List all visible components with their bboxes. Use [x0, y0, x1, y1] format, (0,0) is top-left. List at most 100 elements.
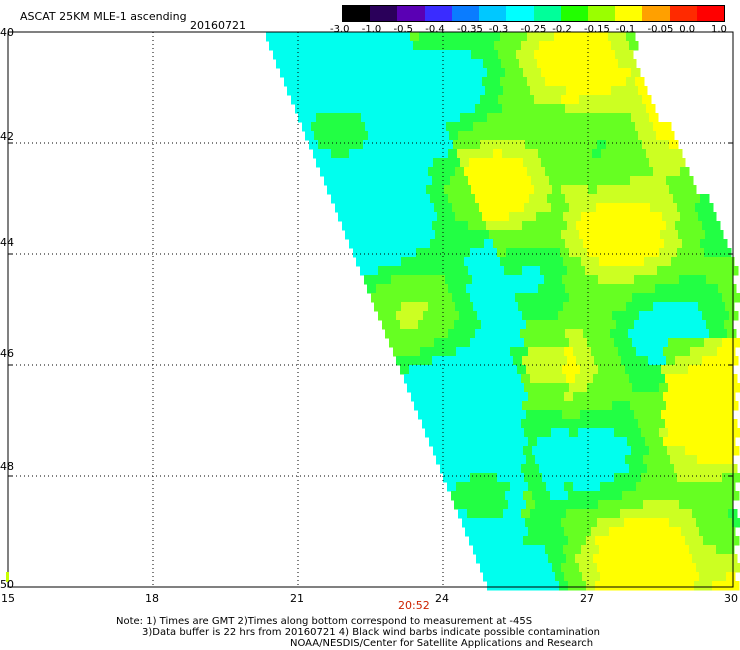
- swath-cell: [493, 329, 503, 339]
- swath-cell: [562, 410, 572, 420]
- swath-cell: [449, 419, 459, 429]
- swath-cell: [656, 419, 666, 429]
- swath-cell: [488, 248, 498, 258]
- swath-cell: [365, 122, 375, 132]
- swath-cell: [706, 275, 716, 285]
- swath-cell: [619, 194, 629, 204]
- swath-cell: [438, 437, 448, 447]
- swath-cell: [490, 500, 500, 510]
- swath-cell: [621, 356, 631, 366]
- swath-cell: [622, 536, 632, 546]
- swath-cell: [557, 41, 567, 51]
- swath-cell: [392, 257, 402, 267]
- swath-cell: [677, 248, 687, 258]
- swath-cell: [541, 491, 551, 501]
- swath-cell: [650, 248, 660, 258]
- swath-cell: [681, 482, 691, 492]
- swath-cell: [645, 572, 655, 582]
- swath-cell: [591, 527, 601, 537]
- swath-cell: [466, 329, 476, 339]
- swath-cell: [504, 266, 514, 276]
- swath-cell: [606, 563, 616, 573]
- swath-cell: [363, 140, 373, 150]
- swath-cell: [455, 212, 465, 222]
- swath-cell: [655, 149, 665, 159]
- swath-cell: [544, 500, 554, 510]
- swath-cell: [585, 356, 595, 366]
- swath-cell: [655, 194, 665, 204]
- swath-cell: [584, 464, 594, 474]
- swath-cell: [668, 383, 678, 393]
- swath-cell: [666, 311, 676, 321]
- swath-cell: [307, 68, 317, 78]
- swath-cell: [702, 266, 712, 276]
- swath-cell: [638, 131, 648, 141]
- swath-cell: [660, 185, 670, 195]
- swath-cell: [606, 518, 616, 528]
- swath-cell: [618, 347, 628, 357]
- swath-cell: [551, 428, 561, 438]
- swath-cell: [615, 518, 625, 528]
- swath-cell: [586, 581, 596, 591]
- swath-cell: [405, 221, 415, 231]
- swath-cell: [711, 356, 721, 366]
- swath-cell: [540, 311, 550, 321]
- swath-cell: [668, 428, 678, 438]
- swath-cell: [534, 230, 544, 240]
- swath-cell: [596, 203, 606, 213]
- swath-cell: [523, 581, 533, 591]
- swath-cell: [468, 311, 478, 321]
- swath-cell: [476, 464, 486, 474]
- swath-cell: [546, 59, 556, 69]
- swath-cell: [453, 50, 463, 60]
- swath-cell: [644, 122, 654, 132]
- swath-cell: [541, 581, 551, 591]
- y-tick-label: -46: [0, 347, 14, 360]
- swath-cell: [471, 230, 481, 240]
- swath-cell: [629, 464, 639, 474]
- swath-cell: [584, 374, 594, 384]
- swath-cell: [712, 536, 722, 546]
- swath-cell: [423, 176, 433, 186]
- swath-cell: [576, 311, 586, 321]
- swath-cell: [479, 338, 489, 348]
- swath-cell: [467, 86, 477, 96]
- swath-cell: [727, 329, 737, 339]
- swath-cell: [374, 122, 384, 132]
- swath-cell: [593, 374, 603, 384]
- swath-cell: [682, 329, 692, 339]
- swath-cell: [631, 536, 641, 546]
- swath-cell: [702, 401, 712, 411]
- swath-cell: [617, 257, 627, 267]
- swath-cell: [441, 176, 451, 186]
- swath-cell: [445, 365, 455, 375]
- swath-cell: [656, 374, 666, 384]
- swath-cell: [515, 203, 525, 213]
- swath-cell: [521, 41, 531, 51]
- swath-cell: [693, 266, 703, 276]
- swath-cell: [462, 95, 472, 105]
- swath-cell: [512, 554, 522, 564]
- swath-cell: [552, 140, 562, 150]
- swath-cell: [520, 239, 530, 249]
- swath-cell: [435, 230, 445, 240]
- swath-cell: [588, 185, 598, 195]
- swath-cell: [675, 266, 685, 276]
- swath-cell: [476, 419, 486, 429]
- swath-cell: [638, 374, 648, 384]
- swath-cell: [704, 248, 714, 258]
- swath-cell: [604, 491, 614, 501]
- swath-cell: [323, 86, 333, 96]
- swath-cell: [556, 329, 566, 339]
- swath-cell: [539, 464, 549, 474]
- swath-cell: [531, 311, 541, 321]
- swath-cell: [546, 437, 556, 447]
- swath-cell: [416, 293, 426, 303]
- swath-cell: [413, 86, 423, 96]
- swath-cell: [722, 428, 732, 438]
- swath-cell: [554, 257, 564, 267]
- swath-cell: [651, 140, 661, 150]
- swath-cell: [540, 221, 550, 231]
- swath-cell: [394, 329, 404, 339]
- swath-cell: [570, 140, 580, 150]
